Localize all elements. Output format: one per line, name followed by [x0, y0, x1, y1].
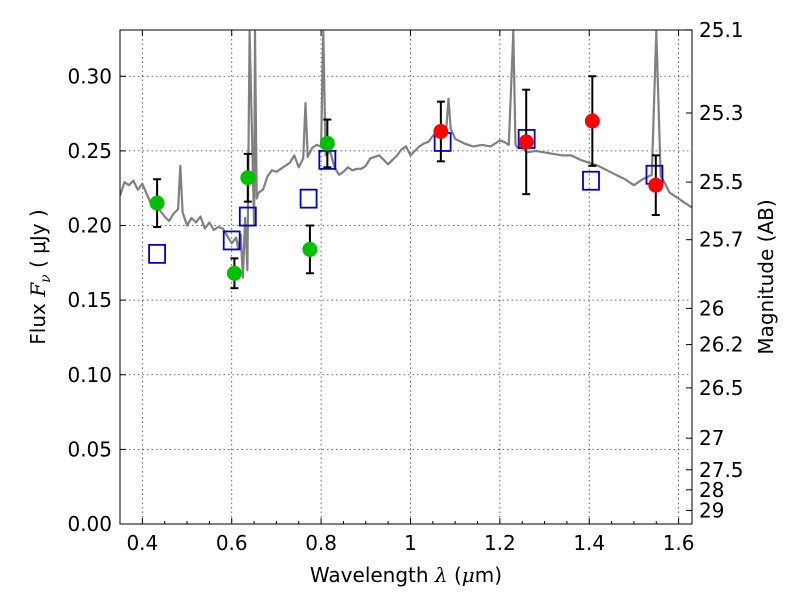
model-square-marker	[222, 230, 241, 251]
y2-tick-label: 25.3	[699, 101, 744, 125]
observed-point	[226, 265, 242, 281]
x-tick-label: 0.8	[305, 531, 337, 555]
y2-tick-label: 26.2	[699, 333, 744, 357]
y2-tick-label: 27	[699, 426, 724, 450]
observed-point	[433, 123, 449, 139]
y2-tick-label: 25.7	[699, 228, 744, 252]
y2-axis-title: Magnitude (AB)	[754, 199, 778, 354]
observed-point	[319, 135, 335, 151]
observed-point	[240, 170, 256, 186]
observed-point	[584, 113, 600, 129]
plot-area	[120, 30, 692, 279]
y-tick-label: 0.25	[67, 139, 112, 163]
model-square-marker	[299, 188, 318, 209]
model-square-marker	[148, 243, 166, 264]
x-tick-label: 1.2	[484, 531, 516, 555]
y-axis-title: Flux Fν ( μJy )	[26, 209, 54, 344]
model-square-marker	[582, 170, 600, 191]
observed-point	[302, 241, 318, 257]
y-tick-label: 0.15	[67, 288, 112, 312]
y2-tick-label: 26	[699, 296, 724, 320]
markers	[148, 75, 664, 290]
y2-tick-label: 25.1	[699, 18, 744, 42]
model-square-marker	[238, 206, 257, 227]
x-tick-label: 1.6	[663, 531, 695, 555]
model-spectrum-line	[120, 30, 692, 279]
y2-tick-label: 25.5	[699, 170, 744, 194]
y-tick-label: 0.30	[67, 64, 112, 88]
observed-point	[149, 195, 165, 211]
x-tick-label: 0.6	[216, 531, 248, 555]
y-tick-label: 0.20	[67, 214, 112, 238]
y-tick-label: 0.05	[67, 437, 112, 461]
x-tick-label: 1.4	[573, 531, 605, 555]
y-tick-label: 0.10	[67, 363, 112, 387]
observed-point	[648, 177, 664, 193]
x-tick-label: 1	[404, 531, 417, 555]
y2-tick-label: 27.5	[699, 458, 744, 482]
x-axis-title: Wavelength λ (μm)	[310, 563, 502, 587]
y-tick-label: 0.00	[67, 512, 112, 536]
axes-frame	[119, 29, 693, 525]
y2-tick-label: 28	[699, 478, 724, 502]
y2-tick-label: 29	[699, 498, 724, 522]
y2-tick-label: 26.5	[699, 376, 744, 400]
x-tick-label: 0.4	[126, 531, 158, 555]
observed-point	[518, 134, 534, 150]
ticks: 0.4 0.6 0.8 1 1.2 1.4 1.6 0.00 0.05 0.10 0.15 0.20 0…	[67, 18, 743, 555]
